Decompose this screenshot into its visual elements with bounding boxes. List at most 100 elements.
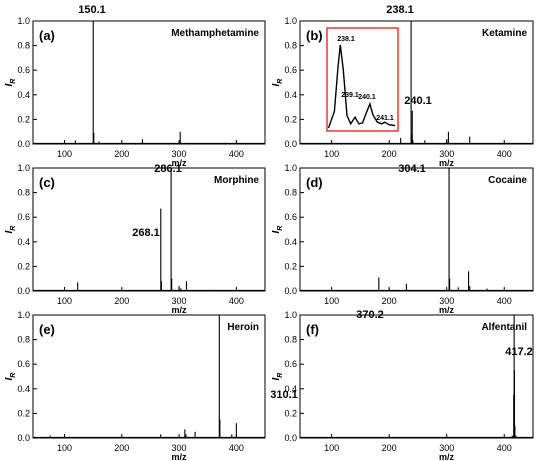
compound-name: Alfentanil xyxy=(481,322,527,333)
y-tick-label: 0.4 xyxy=(284,237,297,247)
y-tick-label: 1.0 xyxy=(17,16,30,26)
y-tick-label: 0.8 xyxy=(284,41,297,51)
x-tick-label: 100 xyxy=(324,443,339,453)
y-tick-label: 0.8 xyxy=(17,41,30,51)
x-tick-label: 200 xyxy=(382,149,397,159)
inset-peak-label: 238.1 xyxy=(337,36,355,43)
y-tick-label: 0.4 xyxy=(17,237,30,247)
x-tick-label: 100 xyxy=(324,296,339,306)
x-tick-label: 300 xyxy=(172,149,187,159)
panel-label: (f) xyxy=(306,322,319,337)
y-tick-label: 0.8 xyxy=(284,188,297,198)
panel-d: 100 200 300 400 0.0 0.2 0.4 0.6 0.8 1.0 m/z IR (d) Co… xyxy=(271,163,534,315)
inset-peak-label: 239.1 xyxy=(341,92,359,99)
y-axis-label: IR xyxy=(4,79,17,87)
axes-frame xyxy=(299,314,534,439)
y-tick-label: 1.0 xyxy=(284,310,297,320)
x-tick-label: 300 xyxy=(172,296,187,306)
panel-f: 100 200 300 400 0.0 0.2 0.4 0.6 0.8 1.0 m/z IR (f) Al… xyxy=(271,310,534,461)
y-tick-label: 0.2 xyxy=(284,114,297,124)
x-tick-label: 300 xyxy=(439,149,454,159)
inset-trace xyxy=(327,44,396,129)
panel-b: 100 200 300 400 0.0 0.2 0.4 0.6 0.8 1.0 m/z IR (b) Ke… xyxy=(271,4,534,168)
x-tick-label: 100 xyxy=(324,149,339,159)
x-tick-label: 400 xyxy=(497,443,512,453)
y-tick-label: 0.0 xyxy=(284,139,297,149)
x-tick-label: 400 xyxy=(229,443,244,453)
x-axis-label: m/z xyxy=(439,305,455,315)
x-tick-label: 400 xyxy=(229,296,244,306)
y-tick-label: 0.2 xyxy=(17,261,30,271)
inset-peak-label: 240.1 xyxy=(358,94,376,101)
y-tick-label: 0.8 xyxy=(17,335,30,345)
y-tick-label: 1.0 xyxy=(284,16,297,26)
compound-name: Ketamine xyxy=(482,28,527,39)
y-tick-label: 0.2 xyxy=(17,114,30,124)
x-tick-label: 200 xyxy=(382,443,397,453)
axes-frame xyxy=(32,167,266,292)
peak-label: 150.1 xyxy=(78,4,106,16)
peak-label: 268.1 xyxy=(132,227,160,239)
axes-frame xyxy=(299,167,534,292)
y-tick-label: 0.0 xyxy=(17,139,30,149)
y-tick-label: 1.0 xyxy=(17,163,30,173)
panel-a: 100 200 300 400 0.0 0.2 0.4 0.6 0.8 1.0 m/z IR (a) Me… xyxy=(4,4,266,168)
y-tick-label: 0.0 xyxy=(17,433,30,443)
peak-label: 286.1 xyxy=(154,163,182,175)
peak-label: 238.1 xyxy=(386,4,414,16)
inset-peak-label: 241.1 xyxy=(376,115,394,122)
x-axis-label: m/z xyxy=(171,452,187,461)
x-tick-label: 200 xyxy=(382,296,397,306)
x-axis-label: m/z xyxy=(171,305,187,315)
y-tick-label: 0.4 xyxy=(17,90,30,100)
panel-label: (c) xyxy=(39,175,55,190)
x-tick-label: 200 xyxy=(114,296,129,306)
peak-label: 417.2 xyxy=(505,346,533,358)
panel-label: (a) xyxy=(39,28,55,43)
panel-label: (e) xyxy=(39,322,55,337)
y-tick-label: 0.6 xyxy=(17,212,30,222)
x-axis-label: m/z xyxy=(439,158,455,168)
y-tick-label: 0.6 xyxy=(284,65,297,75)
y-tick-label: 1.0 xyxy=(284,163,297,173)
x-tick-label: 200 xyxy=(114,149,129,159)
y-tick-label: 0.4 xyxy=(284,90,297,100)
y-tick-label: 0.2 xyxy=(17,408,30,418)
x-tick-label: 400 xyxy=(497,296,512,306)
x-axis-label: m/z xyxy=(171,158,187,168)
y-tick-label: 0.0 xyxy=(284,433,297,443)
y-tick-label: 0.2 xyxy=(284,261,297,271)
y-tick-label: 0.6 xyxy=(284,359,297,369)
y-tick-label: 0.6 xyxy=(17,359,30,369)
panel-label: (b) xyxy=(306,28,323,43)
panel-label: (d) xyxy=(306,175,323,190)
x-tick-label: 400 xyxy=(229,149,244,159)
x-tick-label: 100 xyxy=(57,443,72,453)
y-tick-label: 0.2 xyxy=(284,408,297,418)
y-tick-label: 0.8 xyxy=(284,335,297,345)
x-tick-label: 300 xyxy=(172,443,187,453)
y-axis-label: IR xyxy=(4,373,17,381)
y-tick-label: 0.6 xyxy=(284,212,297,222)
x-tick-label: 200 xyxy=(114,443,129,453)
peak-label: 310.1 xyxy=(270,389,298,401)
axes-frame xyxy=(32,314,266,439)
inset-box xyxy=(326,27,399,132)
x-tick-label: 300 xyxy=(439,443,454,453)
y-tick-label: 0.6 xyxy=(17,65,30,75)
y-axis-label: IR xyxy=(271,79,284,87)
x-tick-label: 100 xyxy=(57,296,72,306)
axes-frame xyxy=(299,20,534,145)
y-axis-label: IR xyxy=(271,226,284,234)
panel-c: 100 200 300 400 0.0 0.2 0.4 0.6 0.8 1.0 m/z IR (c) Mo… xyxy=(4,163,266,315)
y-tick-label: 0.8 xyxy=(17,188,30,198)
axes-frame xyxy=(32,20,266,145)
x-axis-label: m/z xyxy=(439,452,455,461)
y-axis-label: IR xyxy=(271,373,284,381)
compound-name: Methamphetamine xyxy=(171,28,259,39)
y-axis-label: IR xyxy=(4,226,17,234)
peak-label: 304.1 xyxy=(398,163,426,175)
y-tick-label: 0.0 xyxy=(17,286,30,296)
peak-label: 240.1 xyxy=(404,95,432,107)
